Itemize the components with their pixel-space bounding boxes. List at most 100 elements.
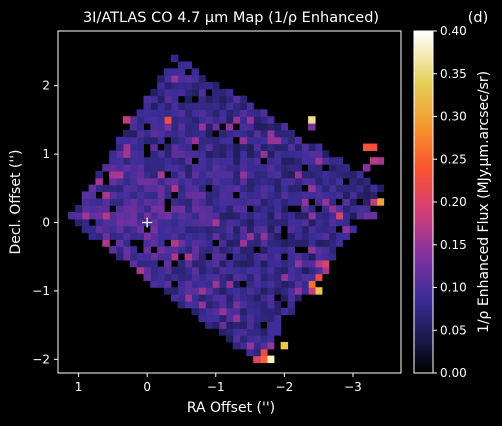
heatmap-pixel <box>294 211 302 220</box>
heatmap-pixel <box>321 266 330 275</box>
heatmap-pixel <box>253 116 261 124</box>
heatmap-pixel <box>177 164 186 172</box>
heatmap-pixel <box>150 123 158 131</box>
heatmap-pixel <box>191 266 199 275</box>
heatmap-pixel <box>369 143 378 151</box>
heatmap-pixel <box>157 184 165 193</box>
heatmap-pixel <box>294 232 302 240</box>
heatmap-pixel <box>218 273 227 281</box>
heatmap-pixel <box>273 266 282 275</box>
heatmap-pixel <box>184 150 193 158</box>
heatmap-pixel <box>212 232 220 240</box>
heatmap-pixel <box>342 211 350 220</box>
heatmap-pixel <box>266 246 275 254</box>
heatmap-pixel <box>191 218 199 227</box>
heatmap-pixel <box>335 211 343 220</box>
heatmap-pixel <box>218 239 227 247</box>
heatmap-pixel <box>170 95 179 104</box>
heatmap-pixel <box>260 205 268 213</box>
heatmap-pixel <box>321 184 330 193</box>
heatmap-pixel <box>232 300 241 309</box>
heatmap-pixel <box>157 123 165 131</box>
heatmap-pixel <box>260 335 268 343</box>
heatmap-pixel <box>232 328 241 336</box>
heatmap-pixel <box>280 211 289 220</box>
heatmap-pixel <box>177 273 186 281</box>
nucleus-marker <box>142 217 153 228</box>
heatmap-pixel <box>280 341 289 350</box>
heatmap-pixel <box>301 239 309 247</box>
heatmap-pixel <box>205 294 213 302</box>
heatmap-pixel <box>205 102 213 110</box>
heatmap-pixel <box>280 129 289 138</box>
heatmap-pixel <box>129 177 138 186</box>
heatmap-pixel <box>246 184 254 193</box>
heatmap-pixel <box>205 225 213 234</box>
heatmap-pixel <box>232 184 241 193</box>
heatmap-pixel <box>301 170 309 179</box>
heatmap-pixel <box>308 191 316 199</box>
heatmap-pixel <box>81 218 90 227</box>
heatmap-pixel <box>177 150 186 158</box>
heatmap-pixel <box>184 259 193 268</box>
heatmap-pixel <box>253 348 261 357</box>
heatmap-pixel <box>143 177 151 186</box>
heatmap-pixel <box>266 211 275 220</box>
heatmap-pixel <box>246 109 254 117</box>
heatmap-pixel <box>212 259 220 268</box>
heatmap-pixel <box>273 300 282 309</box>
heatmap-pixel <box>218 211 227 220</box>
heatmap-pixel <box>376 184 385 193</box>
heatmap-pixel <box>273 177 282 186</box>
heatmap-pixel <box>287 253 295 261</box>
heatmap-pixel <box>150 218 158 227</box>
heatmap-pixel <box>308 225 316 234</box>
heatmap-pixel <box>356 184 364 193</box>
heatmap-pixel <box>225 307 234 316</box>
heatmap-pixel <box>301 287 309 295</box>
heatmap-pixel <box>266 129 275 138</box>
heatmap-pixel <box>143 211 151 220</box>
heatmap-pixel <box>212 205 220 213</box>
heatmap-pixel <box>143 259 151 268</box>
heatmap-pixel <box>136 205 145 213</box>
heatmap-pixel <box>218 246 227 254</box>
heatmap-pixel <box>362 191 371 199</box>
heatmap-pixel <box>116 164 124 172</box>
heatmap-pixel <box>321 232 330 240</box>
heatmap-pixel <box>280 191 289 199</box>
heatmap-pixel <box>232 150 241 158</box>
heatmap-pixel <box>239 253 247 261</box>
heatmap-pixel <box>164 129 172 138</box>
heatmap-pixel <box>109 164 117 172</box>
heatmap-pixel <box>122 253 131 261</box>
heatmap-pixel <box>328 184 337 193</box>
heatmap-pixel <box>287 294 295 302</box>
heatmap-pixel <box>122 239 131 247</box>
heatmap-pixel <box>170 287 179 295</box>
heatmap-pixel <box>205 177 213 186</box>
heatmap-pixel <box>191 109 199 117</box>
heatmap-pixel <box>212 157 220 165</box>
heatmap-pixel <box>150 164 158 172</box>
colorbar-axis: 0.00 0.05 0.10 0.15 0.20 0.25 0.30 0.35 0.40 <box>433 24 467 380</box>
heatmap-pixel <box>205 164 213 172</box>
heatmap-pixel <box>260 225 268 234</box>
heatmap-pixel <box>102 218 110 227</box>
heatmap-pixel <box>205 307 213 316</box>
heatmap-pixel <box>95 198 103 206</box>
heatmap-pixel <box>314 266 323 275</box>
heatmap-pixel <box>143 191 151 199</box>
heatmap-pixel <box>246 102 254 110</box>
heatmap-pixel <box>260 239 268 247</box>
heatmap-pixel <box>88 198 97 206</box>
heatmap-pixel <box>266 266 275 275</box>
heatmap-pixel <box>294 273 302 281</box>
heatmap-pixels <box>67 54 385 364</box>
heatmap-pixel <box>239 218 247 227</box>
heatmap-pixel <box>328 225 337 234</box>
heatmap-pixel <box>198 116 206 124</box>
heatmap-pixel <box>95 232 103 240</box>
heatmap-pixel <box>136 211 145 220</box>
heatmap-pixel <box>266 253 275 261</box>
